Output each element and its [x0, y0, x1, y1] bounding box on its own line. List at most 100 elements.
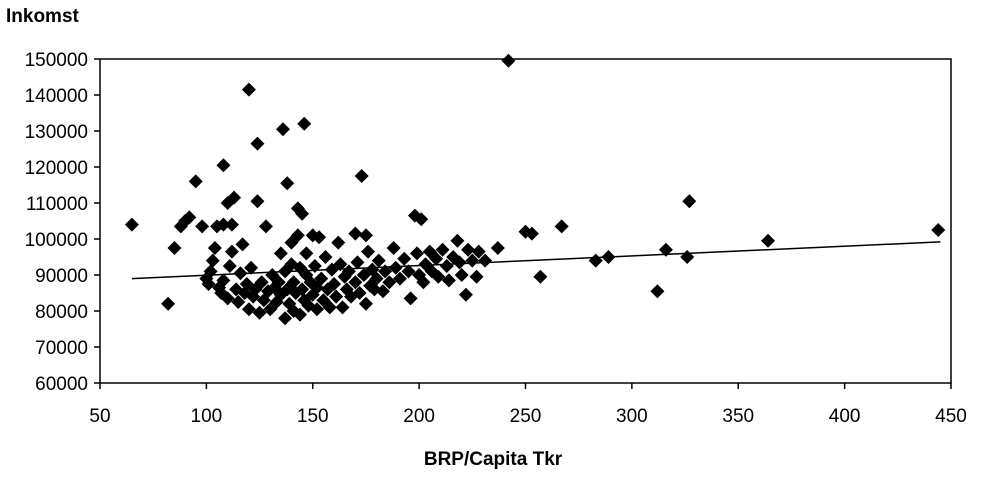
data-point	[429, 251, 444, 266]
data-point	[397, 251, 412, 266]
data-point	[490, 241, 505, 255]
data-point	[761, 233, 776, 248]
data-point	[124, 217, 139, 232]
data-point	[416, 275, 431, 290]
x-tick-label: 450	[935, 406, 967, 427]
data-point	[501, 53, 516, 68]
data-point	[454, 268, 469, 282]
data-point	[231, 295, 246, 309]
y-tick-label: 130000	[25, 122, 88, 143]
data-point	[335, 300, 350, 315]
data-point	[203, 264, 218, 279]
data-point	[331, 235, 346, 250]
data-point	[465, 253, 480, 268]
x-tick-label: 350	[722, 406, 754, 427]
x-tick-label: 400	[829, 406, 861, 427]
data-point	[216, 217, 231, 232]
data-point	[241, 82, 256, 97]
data-point	[195, 219, 210, 234]
data-point	[299, 246, 314, 261]
data-point	[478, 253, 493, 268]
data-point	[469, 269, 484, 284]
data-point	[314, 271, 329, 286]
data-point	[250, 136, 265, 151]
data-point	[350, 255, 365, 270]
data-point	[354, 169, 369, 183]
data-point	[207, 241, 222, 255]
data-point	[167, 241, 182, 255]
data-point	[161, 296, 176, 311]
data-point	[286, 275, 301, 290]
data-point	[435, 242, 450, 257]
y-axis-label: Inkomst	[6, 6, 79, 27]
data-point	[292, 307, 307, 322]
y-tick-label: 120000	[25, 158, 88, 179]
data-point	[682, 194, 697, 209]
plot-area-frame	[99, 58, 952, 384]
data-point	[290, 228, 305, 243]
y-tick-label: 140000	[25, 86, 88, 107]
x-tick-label: 250	[510, 406, 542, 427]
y-tick-label: 70000	[35, 338, 88, 359]
x-tick-label: 150	[297, 406, 329, 427]
data-point	[310, 302, 325, 317]
data-point	[386, 241, 401, 255]
data-point	[241, 302, 256, 317]
data-point	[220, 291, 235, 306]
y-tick-label: 80000	[35, 302, 88, 323]
y-tick-label: 60000	[35, 374, 88, 395]
data-point	[931, 223, 946, 237]
data-point	[224, 217, 239, 232]
data-point	[250, 194, 265, 209]
data-point	[680, 250, 695, 264]
data-point	[297, 116, 312, 131]
data-point	[601, 250, 616, 264]
data-point	[205, 253, 220, 268]
data-point	[431, 269, 446, 284]
data-point	[458, 287, 473, 302]
data-point	[295, 206, 310, 221]
data-point	[295, 282, 310, 297]
data-point	[280, 176, 295, 191]
data-point	[388, 260, 403, 275]
data-point	[258, 219, 273, 234]
data-point	[201, 277, 216, 291]
data-point	[403, 291, 418, 306]
data-point	[329, 289, 344, 304]
x-tick-label: 300	[616, 406, 648, 427]
data-point	[650, 284, 665, 299]
data-point	[312, 230, 327, 245]
data-point	[371, 253, 386, 268]
y-tick-label: 90000	[35, 266, 88, 287]
data-point	[322, 300, 337, 315]
y-tick-label: 110000	[26, 194, 88, 215]
data-point	[554, 219, 569, 234]
data-point	[182, 210, 197, 225]
data-point	[439, 259, 454, 273]
data-point	[392, 271, 407, 286]
data-point	[450, 233, 465, 248]
data-point	[307, 259, 322, 273]
data-point	[224, 244, 239, 259]
data-point	[409, 246, 424, 261]
trend-line	[131, 241, 941, 280]
data-point	[188, 174, 203, 189]
data-point	[361, 244, 376, 259]
data-point	[275, 122, 290, 137]
data-point	[271, 275, 286, 290]
x-axis-label: BRP/Capita Tkr	[423, 449, 563, 470]
data-point	[401, 264, 416, 279]
data-point	[227, 190, 242, 205]
data-point	[658, 242, 673, 257]
x-tick-label: 50	[89, 406, 110, 427]
data-point	[378, 264, 393, 279]
data-point	[452, 255, 467, 270]
data-point	[216, 158, 231, 173]
data-point	[524, 226, 539, 241]
data-point	[341, 264, 356, 279]
data-point	[244, 260, 259, 275]
data-point	[375, 284, 390, 299]
data-point	[318, 250, 333, 264]
